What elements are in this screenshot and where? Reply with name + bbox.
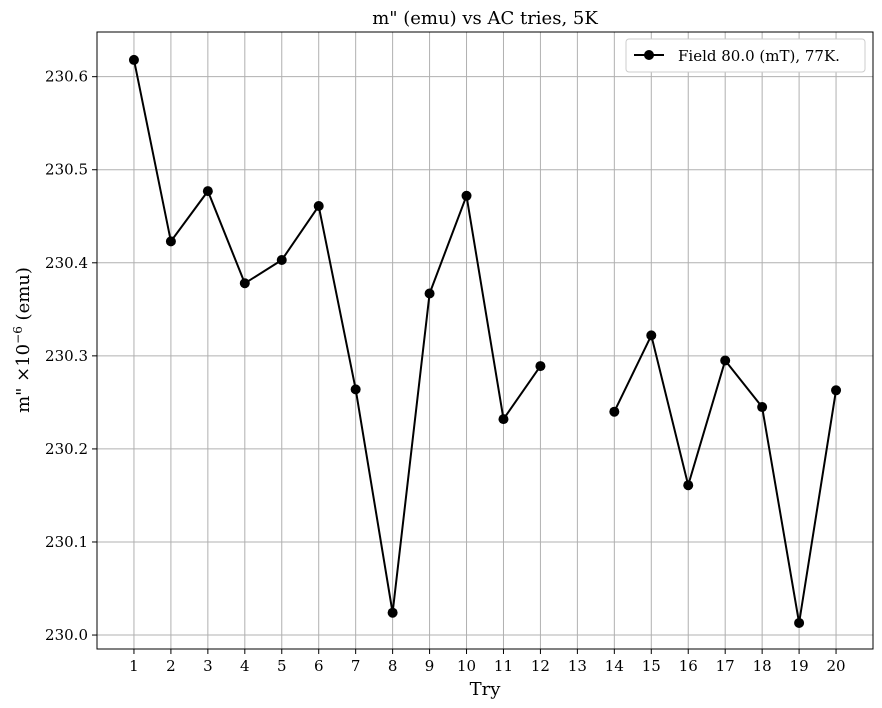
y-axis-label: m" ×10−6 (emu) — [11, 267, 34, 413]
data-point — [128, 54, 139, 65]
data-point — [498, 414, 509, 425]
legend-marker-sample — [644, 50, 654, 60]
y-tick-label: 230.1 — [45, 533, 88, 551]
y-axis-ticks: 230.0 230.1 230.2 230.3 230.4 230.5 230.6 — [45, 68, 97, 644]
x-tick-label: 9 — [425, 657, 435, 675]
series-layer — [128, 54, 842, 628]
data-point — [387, 607, 398, 618]
x-tick-label: 13 — [568, 657, 587, 675]
data-point — [313, 201, 324, 212]
chart-title: m" (emu) vs AC tries, 5K — [372, 8, 598, 29]
x-tick-label: 20 — [827, 657, 846, 675]
x-tick-label: 11 — [494, 657, 513, 675]
legend-label: Field 80.0 (mT), 77K. — [678, 47, 840, 65]
data-point — [424, 288, 435, 299]
data-point — [683, 480, 694, 491]
x-axis-ticks: 1 2 3 4 5 6 7 8 9 10 11 12 13 14 15 16 17 18 19 20 — [129, 649, 846, 675]
x-tick-label: 19 — [790, 657, 809, 675]
x-tick-label: 3 — [203, 657, 213, 675]
x-tick-label: 18 — [753, 657, 772, 675]
legend: Field 80.0 (mT), 77K. — [625, 38, 866, 73]
plot-frame — [96, 31, 874, 650]
x-axis-label: Try — [470, 679, 502, 700]
y-tick-label: 230.2 — [45, 440, 88, 458]
data-point — [609, 406, 620, 417]
x-tick-label: 14 — [605, 657, 624, 675]
y-tick-label: 230.3 — [45, 347, 88, 365]
x-tick-label: 8 — [388, 657, 398, 675]
x-tick-label: 5 — [277, 657, 287, 675]
x-tick-label: 17 — [716, 657, 735, 675]
grid-lines — [97, 32, 873, 649]
data-point — [831, 385, 842, 396]
x-tick-label: 10 — [457, 657, 476, 675]
y-tick-label: 230.6 — [45, 68, 88, 86]
legend-box — [625, 38, 866, 73]
data-point — [461, 190, 472, 201]
x-tick-label: 16 — [679, 657, 698, 675]
x-tick-label: 6 — [314, 657, 324, 675]
x-tick-label: 4 — [240, 657, 250, 675]
data-point — [239, 278, 250, 289]
data-point — [276, 255, 287, 266]
series-line — [133, 59, 542, 613]
data-point — [646, 330, 657, 341]
x-tick-label: 12 — [531, 657, 550, 675]
data-point — [794, 617, 805, 628]
data-point — [720, 355, 731, 366]
y-tick-label: 230.4 — [45, 254, 88, 272]
data-point — [165, 236, 176, 247]
data-point — [535, 361, 546, 372]
x-tick-label: 1 — [129, 657, 139, 675]
x-tick-label: 7 — [351, 657, 361, 675]
x-tick-label: 2 — [166, 657, 176, 675]
y-axis-label-unit: (emu) — [13, 267, 34, 326]
data-point — [202, 186, 213, 197]
data-point — [350, 384, 361, 395]
y-tick-label: 230.5 — [45, 161, 88, 179]
y-tick-label: 230.0 — [45, 626, 88, 644]
y-axis-label-main: m" ×10 — [13, 344, 34, 413]
y-axis-label-exponent: −6 — [11, 326, 25, 344]
x-tick-label: 15 — [642, 657, 661, 675]
data-point — [757, 402, 768, 413]
